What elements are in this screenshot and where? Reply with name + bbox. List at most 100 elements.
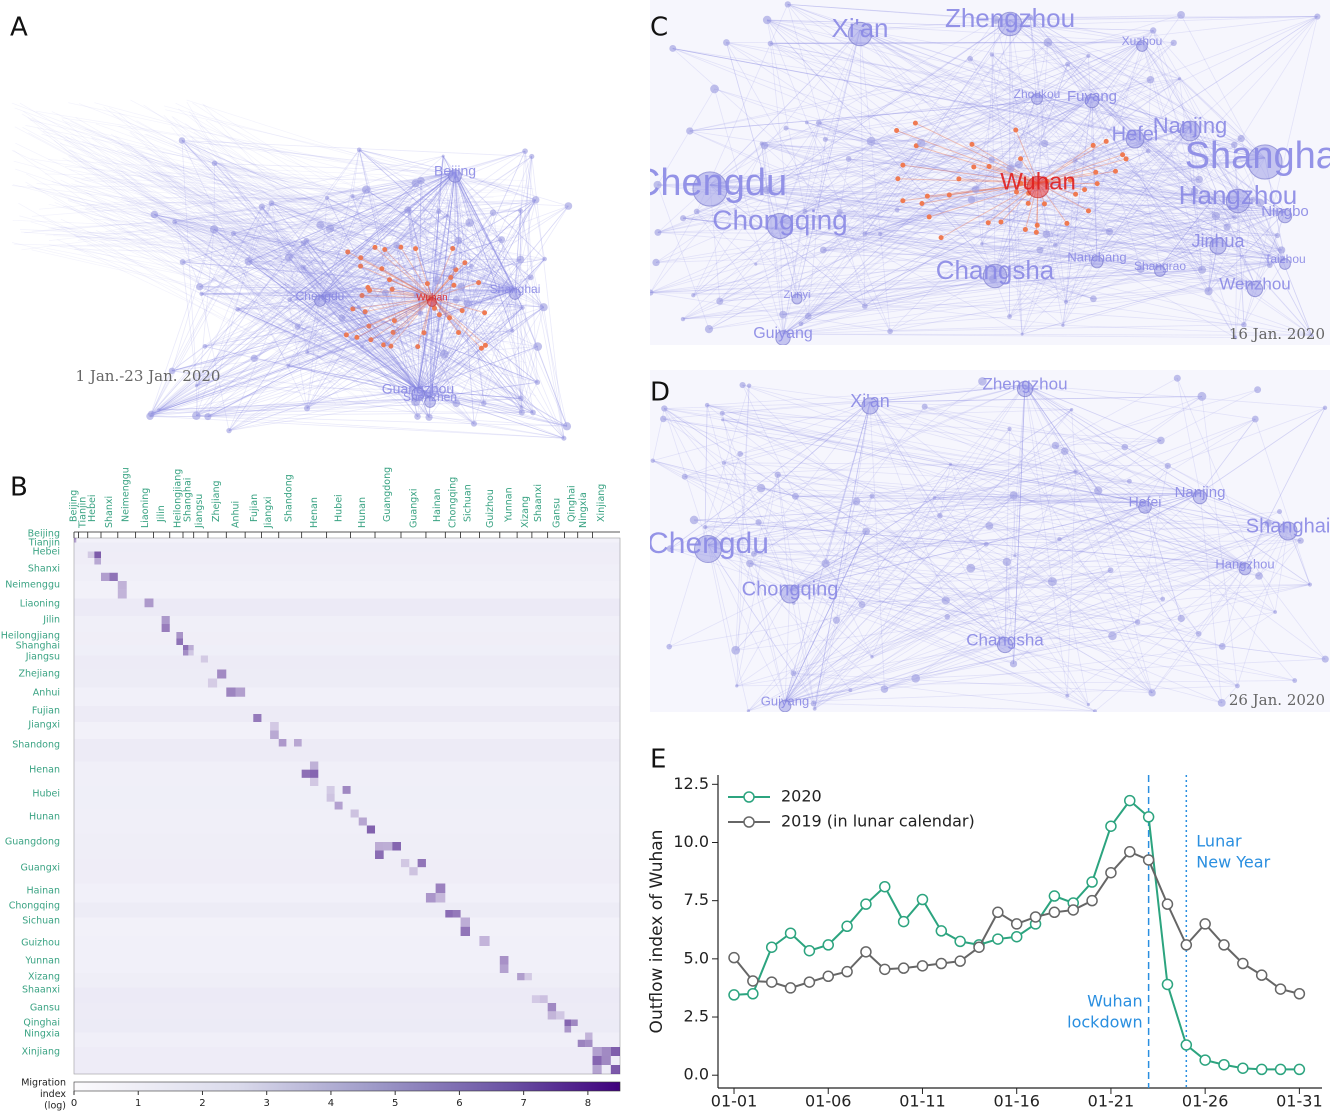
edge [120, 151, 341, 275]
node [997, 11, 1023, 37]
point [1086, 876, 1098, 888]
edge [1004, 451, 1066, 642]
edge [426, 283, 433, 299]
point [1293, 988, 1306, 1000]
edge [113, 202, 502, 347]
edge [73, 177, 525, 219]
edge [319, 296, 538, 383]
edge [182, 199, 536, 263]
edge [443, 239, 502, 355]
node [1255, 572, 1263, 580]
edge [501, 239, 516, 291]
edge [358, 149, 531, 278]
edge [970, 492, 1201, 569]
edge [735, 584, 1310, 651]
edge [650, 292, 798, 296]
edge [150, 415, 564, 439]
node [1108, 631, 1117, 641]
node [895, 176, 901, 182]
edge [138, 201, 455, 357]
edge [1029, 17, 1047, 235]
edge [90, 166, 514, 376]
cell [383, 842, 393, 851]
edge [709, 184, 1278, 236]
point [1218, 1058, 1230, 1071]
node [432, 305, 438, 311]
row-label: Yunnan [24, 956, 60, 967]
edge [1029, 16, 1254, 200]
edge [319, 171, 456, 298]
edge [869, 384, 1026, 403]
edge [95, 229, 365, 364]
edge [770, 43, 1191, 128]
edge [971, 157, 1266, 201]
node [211, 160, 218, 167]
edge [151, 351, 308, 415]
node [1266, 262, 1273, 269]
edge [514, 210, 521, 291]
edge [825, 401, 871, 564]
edge [672, 48, 1266, 159]
edge [195, 203, 272, 416]
edge [150, 242, 304, 415]
node [196, 283, 204, 291]
edge [361, 289, 516, 348]
node [1007, 314, 1012, 319]
edge [149, 206, 263, 417]
node [798, 321, 804, 327]
edge [68, 102, 482, 192]
node [1009, 660, 1018, 668]
node [1277, 246, 1286, 254]
column-label: Xinjiang [596, 484, 607, 522]
node [482, 342, 488, 348]
edge [171, 229, 215, 371]
edge [289, 299, 457, 404]
edge [207, 297, 433, 417]
edge [859, 29, 992, 160]
edge [431, 297, 482, 349]
edge [1064, 450, 1146, 504]
edge [188, 111, 442, 382]
edge [880, 134, 1136, 235]
edge [416, 294, 523, 413]
edge [785, 127, 1219, 243]
cell [564, 1026, 572, 1033]
x-tick-label: 01-31 [1276, 1092, 1323, 1111]
node [498, 236, 506, 244]
edge [429, 210, 521, 399]
edge [784, 526, 1289, 703]
edge [174, 171, 456, 223]
edge [761, 487, 857, 502]
edge [664, 408, 1153, 694]
edge [1009, 19, 1151, 81]
edge [684, 476, 1146, 504]
edge [707, 384, 1026, 406]
edge [872, 495, 935, 498]
point [1086, 894, 1098, 907]
edge [181, 140, 516, 291]
edge [709, 184, 1286, 213]
edge [682, 41, 1143, 219]
edge [271, 202, 462, 288]
edge [319, 209, 410, 298]
edge [995, 16, 1318, 21]
edge [1179, 78, 1203, 270]
column-label: Hainan [432, 489, 443, 522]
edge [869, 401, 1125, 448]
edge [233, 210, 521, 234]
edge [149, 297, 433, 417]
edge [992, 126, 1191, 280]
edge [543, 307, 565, 439]
edge [897, 178, 1039, 184]
edge [1044, 41, 1143, 144]
edge [73, 234, 372, 374]
edge [808, 241, 1219, 317]
edge [91, 138, 521, 407]
node-label: Xi'an [850, 391, 889, 411]
edge [789, 589, 815, 704]
edge [443, 266, 455, 355]
edge [779, 221, 1244, 326]
edge [454, 171, 513, 331]
node [425, 413, 433, 421]
edge [197, 208, 337, 405]
